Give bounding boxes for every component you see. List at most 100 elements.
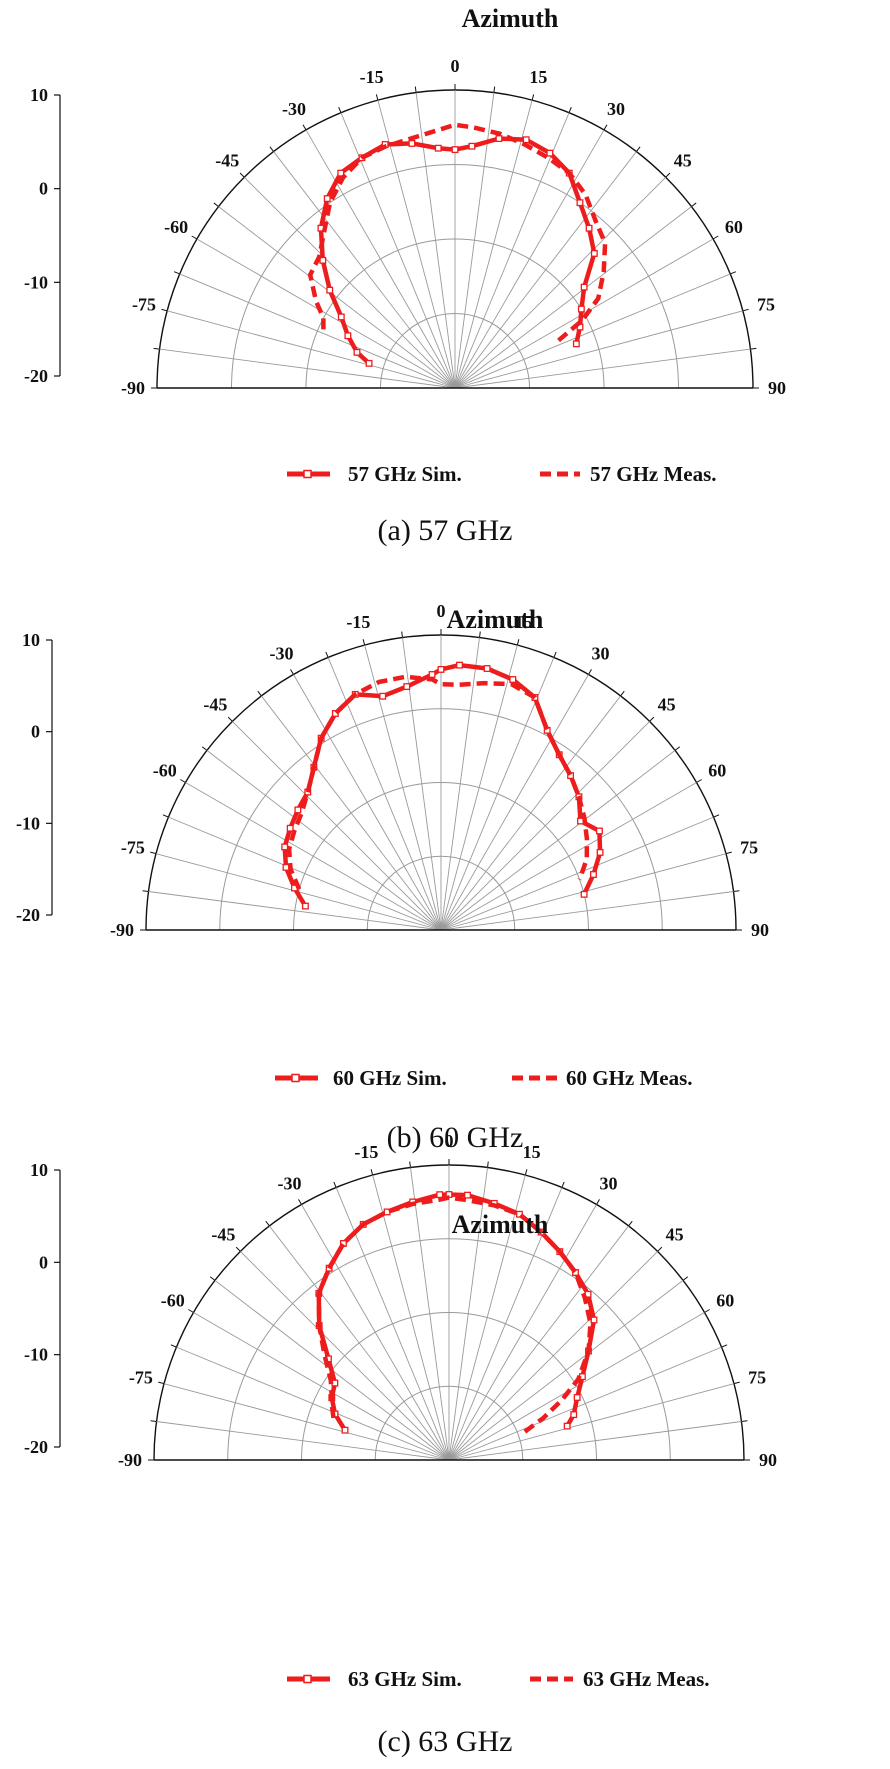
legend-b: 60 GHz Sim. 60 GHz Meas. [275, 1066, 693, 1090]
angle-tick-label: -60 [164, 217, 188, 237]
ring-tick [713, 814, 720, 818]
ring-tick [302, 124, 307, 131]
angle-tick-label: -30 [278, 1174, 302, 1194]
r-axis-tick-label: -20 [16, 905, 40, 925]
grid-spoke [440, 782, 697, 931]
grid-spoke [440, 674, 589, 931]
grid-spoke [273, 151, 456, 389]
sim-data-point [403, 683, 411, 691]
angle-tick-label: 0 [451, 56, 460, 76]
ring-tick [265, 1220, 270, 1227]
grid-spoke [448, 1174, 526, 1461]
sim-data-point [436, 1191, 444, 1199]
grid-spoke [448, 1225, 629, 1461]
grid-spoke [454, 151, 637, 389]
polar-grid-a: -90 -75 -60 -45 -30 -15 0 15 30 45 60 75 90 10 0 -10 -20 [24, 56, 786, 398]
grid-spoke [364, 644, 442, 931]
grid-spoke [415, 92, 456, 389]
ring-tick [180, 779, 186, 783]
ring-tick [649, 716, 655, 722]
grid-spoke [448, 1280, 684, 1461]
legend-sim-swatch-b [275, 1073, 318, 1083]
panel-b: -90 -75 -60 -45 -30 -15 0 15 30 45 60 75 90 10 0 -10 -20… [16, 601, 769, 1154]
angle-tick-label: 30 [600, 1174, 618, 1194]
ring-tick [170, 1344, 177, 1348]
ring-tick [721, 1344, 728, 1348]
legend-a: 57 GHz Sim. 57 GHz Meas. [287, 462, 717, 486]
angle-tick-label: 75 [740, 837, 758, 857]
r-axis-tick-label: 0 [39, 1252, 48, 1272]
grid-spoke [159, 348, 456, 389]
sim-data-point [596, 848, 604, 856]
ring-tick [725, 851, 732, 855]
sim-data-point [337, 169, 345, 177]
angle-tick-label: 15 [515, 612, 533, 632]
grid-spoke [167, 310, 456, 389]
legend-c: 63 GHz Sim. 63 GHz Meas. [287, 1667, 710, 1691]
grid-spoke [454, 273, 731, 389]
ring-tick [414, 86, 417, 93]
angle-tick-label: -75 [121, 837, 145, 857]
grid-spoke [163, 1383, 450, 1461]
sim-data-point [495, 135, 503, 142]
ring-tick [636, 146, 641, 152]
sim-data-point [408, 139, 416, 147]
series-lines-c [315, 1191, 598, 1435]
grid-spoke [454, 176, 667, 389]
sim-data-point [580, 283, 588, 291]
sim-data-point [281, 843, 289, 851]
r-axis-tick-label: 0 [31, 722, 40, 742]
grid-spoke [179, 273, 456, 389]
ring-tick [213, 202, 219, 207]
grid-spoke [206, 750, 442, 931]
ring-tick [333, 1181, 337, 1188]
legend-sim-label-b: 60 GHz Sim. [333, 1066, 447, 1090]
grid-spoke [448, 1383, 735, 1461]
r-axis-tick-label: -20 [24, 1437, 48, 1457]
ring-tick [588, 669, 592, 675]
angle-tick-label: 75 [748, 1367, 766, 1387]
caption-b: (b) 60 GHz [387, 1121, 524, 1154]
grid-spoke [454, 310, 743, 389]
grid-spoke [261, 695, 442, 931]
angle-tick-label: 45 [658, 694, 676, 714]
grid-spoke [193, 1312, 450, 1461]
angle-tick-label: 60 [708, 761, 726, 781]
sim-data-point [468, 142, 476, 150]
sim-data-point [434, 144, 442, 152]
grid-spoke [148, 891, 442, 931]
ring-tick [712, 235, 719, 240]
ring-tick [596, 1199, 600, 1205]
sim-data-point [573, 1394, 581, 1401]
grid-spoke [301, 1204, 450, 1461]
grid-spoke [196, 238, 456, 389]
r-axis-tick-label: -10 [24, 1345, 48, 1365]
angle-tick-label: -15 [346, 612, 370, 632]
ring-tick [409, 1161, 411, 1168]
ring-tick [239, 172, 245, 178]
meas-series-line [307, 122, 608, 346]
sim-data-point [522, 136, 530, 144]
r-axis-tick-label: 10 [30, 1160, 48, 1180]
r-axis-tick-label: -10 [24, 272, 48, 292]
angle-tick-label: 30 [607, 99, 625, 119]
ring-tick [173, 271, 180, 275]
angle-tick-label: -30 [282, 99, 306, 119]
ring-tick [150, 1420, 157, 1422]
ring-tick [257, 690, 262, 697]
ring-tick [153, 347, 160, 350]
grid-spoke [185, 782, 442, 931]
angle-tick-label: 60 [716, 1291, 734, 1311]
sim-data-point [323, 195, 331, 203]
sim-data-point [353, 348, 361, 356]
angle-tick-label: 90 [751, 920, 769, 940]
angle-tick-label: 15 [529, 67, 547, 87]
sim-data-point [570, 1411, 578, 1419]
grid-spoke [372, 1174, 450, 1461]
sim-data-point [286, 824, 294, 832]
legend-meas-label-b: 60 GHz Meas. [566, 1066, 693, 1090]
ring-tick [209, 1276, 216, 1281]
angle-tick-label: -75 [132, 295, 156, 315]
ring-tick [665, 172, 671, 178]
